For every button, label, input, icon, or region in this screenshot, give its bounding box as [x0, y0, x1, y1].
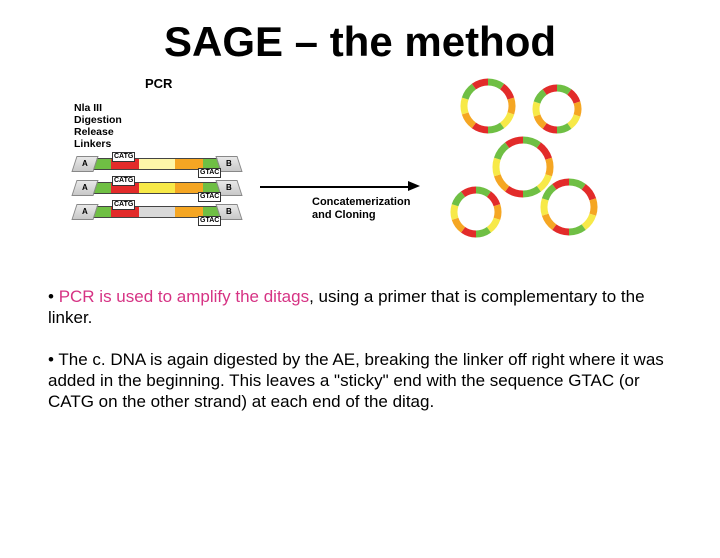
catg-2: CATG [112, 176, 135, 186]
page-title: SAGE – the method [0, 18, 720, 66]
arrow-head-icon [408, 181, 420, 191]
plasmid-5 [538, 176, 600, 238]
catg-1: CATG [112, 152, 135, 162]
concat-cloning-label: Concatemerization and Cloning [312, 196, 410, 221]
bullet-list: • PCR is used to amplify the ditags, usi… [48, 286, 670, 412]
pcr-label: PCR [145, 76, 172, 91]
side-line-4: Linkers [74, 138, 111, 150]
plasmid-2 [530, 82, 584, 136]
cc-line-1: Concatemerization [312, 196, 410, 208]
side-line-2: Digestion [74, 114, 122, 126]
bullet-1: • PCR is used to amplify the ditags, usi… [48, 286, 670, 329]
plasmid-4 [448, 184, 504, 240]
sage-diagram: PCR Nla III Digestion Release Linkers A … [30, 76, 710, 256]
gtac-2: GTAC [198, 192, 221, 202]
bullet-2: • The c. DNA is again digested by the AE… [48, 349, 670, 413]
arrow-line [260, 186, 410, 188]
gtac-1: GTAC [198, 168, 221, 178]
gtac-3: GTAC [198, 216, 221, 226]
b1-pre: • [48, 287, 59, 306]
cc-line-2: and Cloning [312, 209, 376, 221]
catg-3: CATG [112, 200, 135, 210]
side-line-3: Release [74, 126, 114, 138]
side-line-1: Nla III [74, 102, 102, 114]
digestion-label: Nla III Digestion Release Linkers [74, 102, 122, 150]
plasmid-1 [458, 76, 518, 136]
b1-pink: PCR is used to amplify the ditags [59, 287, 309, 306]
